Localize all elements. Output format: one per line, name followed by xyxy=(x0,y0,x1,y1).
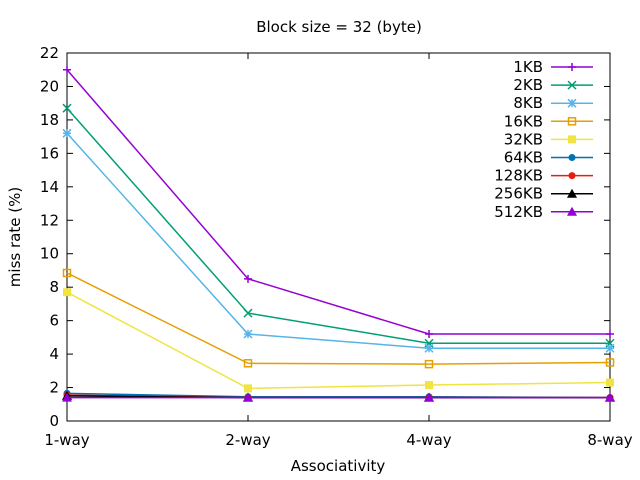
legend-label: 64KB xyxy=(504,149,543,167)
legend-marker xyxy=(567,188,577,198)
series-line xyxy=(66,272,611,365)
data-point xyxy=(244,274,252,283)
legend-item: 1KB xyxy=(513,58,593,76)
data-point xyxy=(244,384,252,393)
data-point xyxy=(425,381,433,390)
legend-marker xyxy=(568,154,576,161)
plot-frame xyxy=(66,52,611,422)
legend-marker xyxy=(567,80,577,90)
legend-marker xyxy=(567,98,577,108)
data-point xyxy=(606,330,614,339)
x-tick-label: 4-way xyxy=(406,431,451,449)
legend-item: 128KB xyxy=(494,167,593,185)
data-point xyxy=(606,378,614,387)
y-tick-label: 20 xyxy=(40,77,59,95)
data-point xyxy=(605,343,615,353)
legend-label: 512KB xyxy=(494,203,543,221)
series-line xyxy=(66,132,610,349)
legend-marker xyxy=(567,206,577,216)
axes: 0 2 4 6 8 10 12 14 16 18 20 22 1-way 2-way 4-way 8-way xyxy=(40,44,633,449)
x-tick-label: 1-way xyxy=(44,431,89,449)
data-point xyxy=(243,329,253,339)
x-tick-label: 2-way xyxy=(225,431,270,449)
data-point xyxy=(424,392,434,402)
data-point xyxy=(63,65,71,74)
legend-item: 2KB xyxy=(513,76,593,94)
data-point xyxy=(62,128,72,138)
legend-label: 8KB xyxy=(513,94,543,112)
series-16KB xyxy=(62,268,615,369)
data-point xyxy=(243,359,253,368)
legend-marker xyxy=(568,172,576,180)
y-tick-label: 6 xyxy=(49,312,59,330)
series-line xyxy=(66,69,610,335)
data-point xyxy=(243,308,253,318)
legend-item: 64KB xyxy=(504,149,593,167)
series-1KB xyxy=(63,65,614,339)
y-tick-label: 22 xyxy=(40,44,59,62)
series-32KB xyxy=(63,288,614,393)
series-8KB xyxy=(62,128,615,353)
y-tick-label: 14 xyxy=(40,178,59,196)
data-point xyxy=(62,392,72,402)
legend-label: 128KB xyxy=(494,167,543,185)
legend-marker xyxy=(567,117,577,126)
data-point xyxy=(243,392,253,402)
legend-label: 2KB xyxy=(513,76,543,94)
legend-label: 256KB xyxy=(494,185,543,203)
data-point xyxy=(424,343,434,353)
data-point xyxy=(62,103,72,113)
data-point xyxy=(605,392,615,402)
legend-item: 512KB xyxy=(494,203,593,221)
legend-item: 32KB xyxy=(504,130,593,148)
chart-title: Block size = 32 (byte) xyxy=(256,18,422,36)
data-point xyxy=(425,330,433,339)
plot-area xyxy=(62,65,615,402)
legend-marker xyxy=(568,135,576,144)
legend-item: 256KB xyxy=(494,185,593,203)
y-tick-label: 12 xyxy=(40,211,59,229)
y-tick-label: 2 xyxy=(49,379,59,397)
y-tick-label: 10 xyxy=(40,245,59,263)
legend-item: 8KB xyxy=(513,94,593,112)
legend-label: 16KB xyxy=(504,112,543,130)
series-line xyxy=(66,291,611,390)
y-tick-label: 4 xyxy=(49,345,59,363)
y-tick-label: 0 xyxy=(49,412,59,430)
legend-label: 32KB xyxy=(504,130,543,148)
legend-label: 1KB xyxy=(513,58,543,76)
y-axis-label: miss rate (%) xyxy=(6,187,24,287)
data-point xyxy=(62,268,72,278)
legend-marker xyxy=(568,63,576,71)
y-tick-label: 8 xyxy=(49,278,59,296)
data-point xyxy=(63,288,71,297)
x-tick-label: 8-way xyxy=(587,431,632,449)
y-tick-label: 18 xyxy=(40,111,59,129)
data-point xyxy=(424,359,434,369)
x-axis-label: Associativity xyxy=(291,457,386,475)
y-tick-label: 16 xyxy=(40,144,59,162)
legend-item: 16KB xyxy=(504,112,593,130)
series-line xyxy=(66,107,610,344)
data-point xyxy=(605,358,615,367)
series-512KB xyxy=(62,392,615,402)
